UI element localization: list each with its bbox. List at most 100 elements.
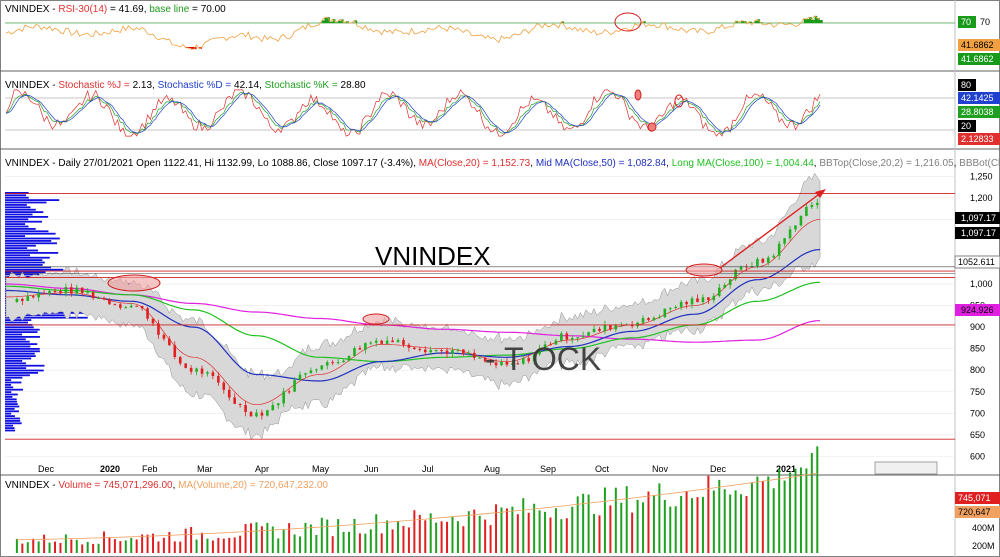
volume-bar	[603, 487, 606, 553]
candle	[810, 201, 814, 210]
stoch-highlight	[674, 94, 684, 108]
rsi-badge-70-text: 70	[961, 17, 971, 27]
candle	[554, 338, 558, 346]
volume-bar	[103, 531, 106, 553]
volume-bar	[337, 519, 340, 553]
candle	[206, 370, 209, 377]
volume-tick-200m: 200M	[972, 541, 995, 551]
volume-bar	[75, 539, 78, 553]
candle	[342, 359, 345, 363]
candle	[347, 355, 351, 362]
profile-bar	[5, 220, 43, 223]
profile-bar	[5, 364, 45, 367]
rsi-value-badge	[958, 39, 1000, 51]
horizontal-levels	[5, 193, 955, 440]
profile-bar	[5, 384, 12, 386]
candle	[402, 337, 405, 348]
profile-bar	[5, 223, 26, 225]
profile-bar	[5, 271, 46, 273]
candle	[707, 297, 710, 304]
volume-bar	[135, 539, 138, 553]
candle	[195, 367, 198, 376]
candle	[576, 337, 580, 342]
candle	[129, 302, 133, 309]
x-tick-label: Feb	[142, 464, 158, 474]
candle	[609, 324, 612, 331]
profile-bar	[5, 261, 45, 264]
candle	[80, 287, 84, 297]
candle	[21, 297, 24, 305]
volume-bar	[609, 505, 612, 553]
volume-bar	[598, 515, 601, 553]
stochastic-header: VNINDEX - Stochastic %J = 2.13, Stochast…	[5, 80, 366, 91]
volume-bar	[729, 494, 732, 553]
volume-bar	[320, 517, 323, 553]
candle	[516, 360, 520, 365]
volume-bar	[277, 538, 280, 553]
rsi-badge-70	[958, 16, 976, 28]
rsi-panel: VNINDEX - RSI-30(14) = 41.69, base line …	[5, 4, 1000, 65]
volume-bar	[271, 526, 274, 553]
volume-bar	[620, 502, 623, 553]
x-tick-label: Dec	[38, 464, 55, 474]
volume-bar	[141, 534, 144, 553]
volume-bar	[712, 490, 715, 553]
profile-bar	[5, 367, 27, 369]
profile-bar	[5, 386, 14, 389]
candle	[489, 358, 492, 366]
volume-bar	[652, 495, 655, 553]
profile-bar	[5, 316, 88, 319]
candle	[598, 326, 601, 333]
volume-bar	[260, 526, 263, 553]
candle	[805, 203, 808, 217]
volume-bar	[625, 486, 628, 553]
candle	[233, 393, 236, 404]
candle	[527, 355, 531, 364]
profile-bar	[5, 230, 49, 233]
candle	[423, 346, 427, 356]
volume-bar	[15, 538, 18, 553]
candle	[238, 403, 242, 408]
profile-bar	[5, 326, 34, 329]
volume-bar	[636, 499, 639, 553]
profile-bar	[5, 343, 38, 345]
volume-bar	[778, 468, 781, 553]
scroll-box[interactable]	[874, 461, 938, 475]
candle	[124, 305, 128, 309]
profile-bar	[5, 206, 31, 209]
candle	[641, 315, 645, 326]
candle	[168, 335, 171, 346]
volume-bar	[81, 544, 84, 553]
candle	[298, 371, 302, 381]
bollinger-band	[5, 172, 821, 441]
volume-bar	[424, 520, 427, 553]
volume-bar	[288, 523, 291, 553]
profile-bar	[5, 379, 12, 381]
candle	[494, 359, 498, 369]
candle	[679, 299, 683, 311]
profile-bar	[5, 268, 64, 271]
volume-header: VNINDEX - Volume = 745,071,296.00, MA(Vo…	[5, 480, 328, 491]
candle	[64, 283, 68, 297]
candle	[53, 288, 57, 295]
price-tick-label: 850	[970, 344, 985, 354]
candle	[712, 292, 716, 304]
profile-bar	[5, 374, 30, 377]
candle	[364, 342, 367, 354]
profile-bar	[5, 235, 26, 237]
price-tick-label: 1,000	[970, 279, 993, 289]
x-tick-label: Nov	[652, 464, 669, 474]
volume-bar	[418, 514, 421, 553]
candle	[565, 331, 569, 344]
candle	[325, 360, 329, 370]
candle	[407, 342, 411, 352]
profile-bar	[5, 216, 49, 218]
volume-bar	[500, 507, 503, 553]
candle	[255, 409, 258, 418]
profile-bar	[5, 400, 17, 403]
volume-bar	[391, 529, 394, 553]
candle	[380, 339, 383, 345]
volume-bar	[173, 541, 176, 553]
volume-bar	[326, 519, 329, 553]
volume-bar	[43, 534, 46, 553]
